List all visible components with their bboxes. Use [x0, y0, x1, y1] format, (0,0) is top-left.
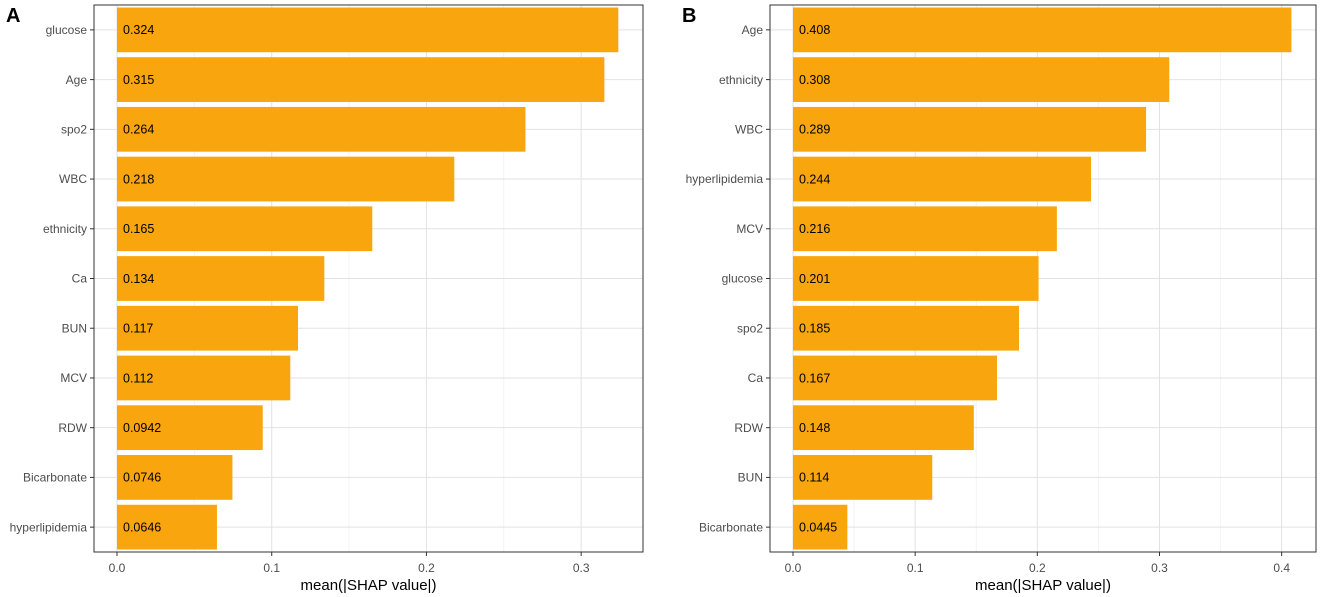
- x-axis-title: mean(|SHAP value|): [975, 577, 1111, 594]
- x-tick-label: 0.0: [785, 561, 802, 575]
- bar-BUN: [793, 455, 933, 500]
- bar-Bicarbonate: [793, 504, 848, 550]
- bar-Age: [117, 57, 605, 102]
- x-tick-label: 0.3: [1151, 561, 1168, 575]
- bar-ethnicity: [793, 57, 1170, 102]
- value-label: 0.264: [123, 123, 154, 137]
- value-label: 0.0445: [799, 520, 837, 534]
- bar-Age: [793, 7, 1292, 53]
- x-axis-title: mean(|SHAP value|): [301, 577, 437, 594]
- y-tick-label: ethnicity: [719, 73, 763, 87]
- value-label: 0.289: [799, 123, 830, 137]
- value-label: 0.201: [799, 272, 830, 286]
- y-tick-label: Bicarbonate: [699, 520, 763, 534]
- value-label: 0.185: [799, 322, 830, 336]
- shap-bar-chart-a: A 0.324 0.315 0.264 0.218 0.165 0.134 0.117 0.11…: [6, 4, 644, 594]
- value-label: 0.315: [123, 73, 154, 87]
- y-tick-label: spo2: [737, 321, 763, 335]
- bar-spo2: [117, 106, 526, 152]
- y-tick-label: Ca: [72, 272, 88, 286]
- x-tick-label: 0.1: [907, 561, 924, 575]
- bar-Bicarbonate: [117, 455, 233, 500]
- y-tick-label: ethnicity: [43, 222, 87, 236]
- x-tick-label: 0.3: [573, 561, 590, 575]
- panel-label: B: [682, 5, 696, 27]
- shap-bar-chart-b: B 0.408 0.308 0.289 0.244 0.216 0.201 0.185 0.16…: [682, 4, 1317, 594]
- value-label: 0.218: [123, 172, 154, 186]
- x-tick-label: 0.2: [1029, 561, 1046, 575]
- bar-WBC: [117, 156, 455, 202]
- y-tick-label: Age: [66, 73, 88, 87]
- x-tick-label: 0.2: [418, 561, 435, 575]
- bar-glucose: [793, 256, 1039, 301]
- value-label: 0.308: [799, 73, 830, 87]
- value-label: 0.0746: [123, 471, 161, 485]
- bar-Ca: [793, 355, 998, 401]
- y-tick-label: RDW: [58, 421, 87, 435]
- y-tick-label: glucose: [46, 23, 88, 37]
- value-label: 0.0646: [123, 520, 161, 534]
- value-label: 0.148: [799, 421, 830, 435]
- x-tick-label: 0.4: [1273, 561, 1290, 575]
- bar-MCV: [117, 355, 291, 401]
- bar-MCV: [793, 206, 1057, 252]
- bar-hyperlipidemia: [793, 156, 1092, 202]
- y-tick-label: Bicarbonate: [23, 471, 87, 485]
- bar-WBC: [793, 106, 1147, 152]
- bar-ethnicity: [117, 206, 373, 252]
- y-tick-label: Age: [742, 23, 764, 37]
- value-label: 0.167: [799, 371, 830, 385]
- bar-Ca: [117, 256, 325, 301]
- value-label: 0.0942: [123, 421, 161, 435]
- y-tick-label: Ca: [748, 371, 764, 385]
- bar-hyperlipidemia: [117, 504, 217, 550]
- y-tick-label: RDW: [734, 421, 763, 435]
- y-tick-label: MCV: [736, 222, 763, 236]
- bar-BUN: [117, 305, 299, 351]
- y-tick-label: MCV: [60, 371, 87, 385]
- y-tick-label: WBC: [59, 172, 87, 186]
- bar-RDW: [117, 405, 263, 451]
- x-tick-label: 0.0: [109, 561, 126, 575]
- bar-RDW: [793, 405, 974, 451]
- value-label: 0.408: [799, 23, 830, 37]
- value-label: 0.244: [799, 172, 830, 186]
- x-tick-label: 0.1: [263, 561, 280, 575]
- panel-label: A: [6, 5, 20, 27]
- value-label: 0.114: [799, 471, 829, 485]
- value-label: 0.324: [123, 23, 154, 37]
- value-label: 0.216: [799, 222, 830, 236]
- y-tick-label: spo2: [61, 122, 87, 136]
- y-tick-label: hyperlipidemia: [686, 172, 764, 186]
- bar-spo2: [793, 305, 1020, 351]
- y-tick-label: hyperlipidemia: [10, 520, 88, 534]
- value-label: 0.112: [123, 371, 153, 385]
- value-label: 0.165: [123, 222, 154, 236]
- y-tick-label: WBC: [735, 122, 763, 136]
- value-label: 0.134: [123, 272, 154, 286]
- value-label: 0.117: [123, 322, 153, 336]
- y-tick-label: BUN: [738, 471, 763, 485]
- y-tick-label: glucose: [722, 272, 764, 286]
- bar-glucose: [117, 7, 619, 53]
- y-tick-label: BUN: [62, 321, 87, 335]
